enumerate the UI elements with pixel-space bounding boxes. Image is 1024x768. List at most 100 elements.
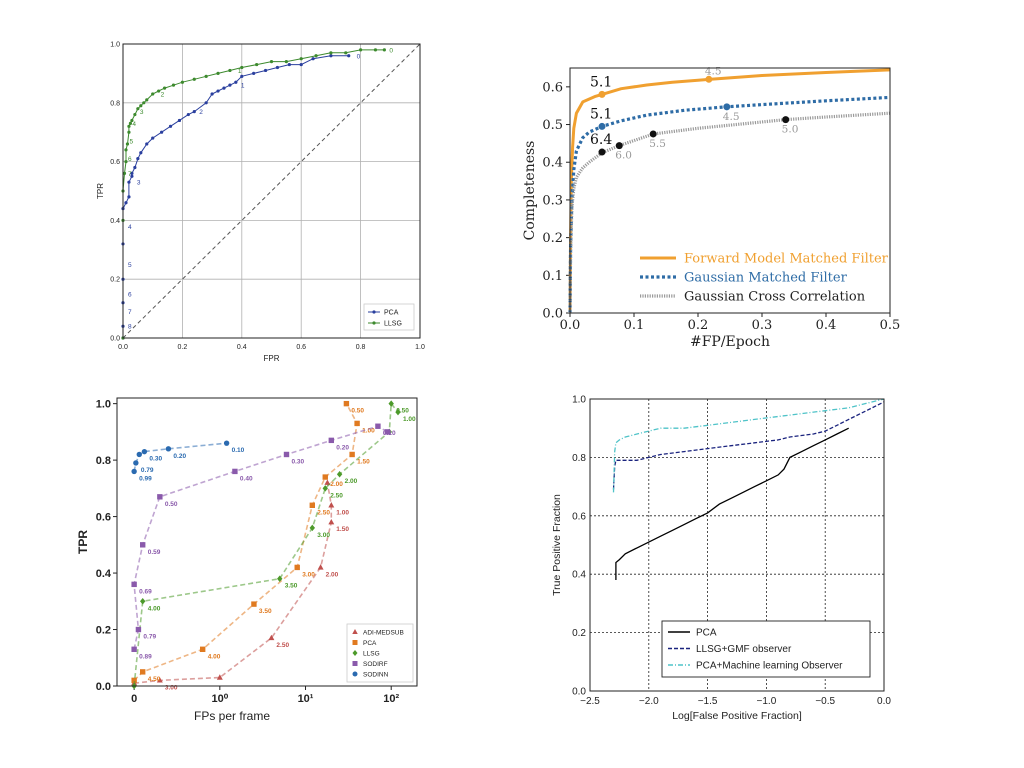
threshold-label: 2.00 — [330, 481, 343, 488]
data-point — [136, 451, 142, 458]
y-tick-label: 0.3 — [542, 193, 563, 208]
data-point-pca — [160, 130, 164, 134]
data-point — [324, 479, 331, 485]
data-point — [328, 502, 335, 508]
data-point — [317, 564, 324, 570]
data-point — [251, 601, 257, 607]
y-tick-label: 0.6 — [542, 80, 563, 95]
y-tick-label: 0.8 — [110, 100, 120, 107]
x-tick-label: 0.0 — [560, 318, 581, 333]
y-axis-label: True Positive Fraction — [551, 494, 563, 596]
legend-label: LLSG — [384, 321, 402, 328]
data-point — [328, 437, 335, 444]
data-point — [384, 429, 390, 435]
x-tick-label: 0.6 — [296, 344, 306, 351]
data-point-llsg — [127, 124, 131, 128]
data-point-pca — [329, 54, 333, 58]
y-tick-label: 0.6 — [96, 512, 111, 524]
legend-label: LLSG — [363, 651, 380, 658]
x-tick-label: −2.5 — [580, 696, 600, 707]
data-point-llsg — [373, 48, 378, 52]
data-point — [131, 646, 137, 652]
completeness-chart: 0.0 0.1 0.2 0.3 0.4 0.5 0.0 0.1 0.2 0.3 0.4 0.5 0.6 5… — [522, 65, 900, 350]
data-point-pca — [133, 165, 137, 170]
data-point — [156, 677, 163, 683]
y-axis-label: TPR — [96, 183, 105, 199]
threshold-label: 0.30 — [292, 458, 305, 465]
data-point-llsg — [125, 142, 130, 146]
data-point-pca — [127, 195, 131, 199]
tpr-vs-fps-chart: 0 10⁰ 10¹ 10²0.00.20.40.60.81.03.002.502.00… — [76, 397, 418, 723]
threshold-label: 5 — [129, 139, 133, 146]
threshold-label: 4 — [128, 224, 132, 231]
x-tick-label: 0.8 — [356, 344, 366, 351]
data-point-llsg — [240, 65, 244, 70]
threshold-label: 6.0 — [615, 150, 632, 162]
data-point-pca — [151, 136, 155, 140]
legend-label: SODINN — [363, 672, 389, 679]
data-point-llsg — [180, 80, 184, 84]
legend-marker — [352, 650, 358, 656]
threshold-label: 3.00 — [302, 571, 315, 578]
threshold-marker — [705, 75, 713, 83]
y-tick-label: 0.4 — [572, 570, 586, 581]
threshold-label: 3.00 — [317, 532, 330, 539]
plot-frame — [589, 398, 885, 692]
threshold-label: 0 — [357, 53, 361, 60]
x-axis-label: FPs per frame — [194, 709, 270, 723]
x-tick-label: −1.0 — [757, 696, 777, 707]
data-point — [141, 448, 148, 455]
threshold-label: 0.99 — [139, 475, 152, 482]
legend-label: Gaussian Matched Filter — [684, 271, 848, 286]
data-point-pca — [228, 83, 232, 87]
threshold-label: 3 — [140, 109, 144, 116]
threshold-label: 0.50 — [351, 408, 364, 415]
threshold-label: 6 — [128, 156, 132, 163]
data-point-pca — [252, 71, 256, 75]
data-point — [216, 674, 223, 680]
y-tick-label: 0.2 — [542, 231, 563, 246]
threshold-label: 1.00 — [362, 427, 375, 434]
threshold-label: 0.50 — [165, 501, 178, 508]
threshold-label: 4 — [132, 121, 136, 128]
x-axis-label: FPR — [264, 354, 280, 363]
data-point — [165, 446, 172, 452]
data-point-llsg — [299, 57, 303, 61]
data-point-pca — [136, 157, 140, 161]
y-tick-label: 0.0 — [96, 681, 111, 693]
threshold-label: 6.4 — [590, 132, 612, 148]
data-point — [395, 408, 401, 416]
y-tick-label: 0.6 — [572, 511, 586, 522]
data-point-pca — [263, 68, 268, 73]
data-point — [131, 677, 137, 684]
data-point-pca — [210, 92, 214, 96]
data-point-llsg — [142, 101, 146, 105]
threshold-label: 5.0 — [782, 124, 799, 136]
data-point — [140, 598, 146, 605]
data-point-llsg — [228, 68, 232, 73]
data-point-pca — [347, 54, 351, 58]
legend-label: PCA — [384, 310, 399, 317]
x-tick-label: 10⁰ — [211, 693, 228, 705]
threshold-label: 3.00 — [165, 684, 178, 691]
threshold-marker — [782, 116, 790, 124]
y-tick-label: 0.5 — [542, 118, 563, 133]
threshold-label: 2.50 — [276, 642, 289, 649]
threshold-label: 2.00 — [345, 478, 358, 485]
data-point-llsg — [136, 107, 140, 111]
data-point — [349, 451, 355, 458]
y-tick-label: 1.0 — [110, 42, 120, 49]
threshold-marker — [598, 122, 606, 130]
threshold-label: 2.50 — [317, 509, 330, 516]
legend-label: Gaussian Cross Correlation — [684, 290, 866, 305]
data-point-pca — [139, 151, 143, 155]
threshold-label: 2 — [161, 91, 165, 98]
data-point-llsg — [130, 118, 134, 123]
threshold-label: 0.20 — [336, 444, 349, 451]
threshold-label: 4.5 — [723, 111, 740, 123]
threshold-label: 1.50 — [357, 458, 370, 465]
data-point-llsg — [124, 160, 128, 164]
data-point — [140, 542, 146, 548]
data-point — [277, 575, 283, 582]
series-line — [133, 425, 388, 650]
